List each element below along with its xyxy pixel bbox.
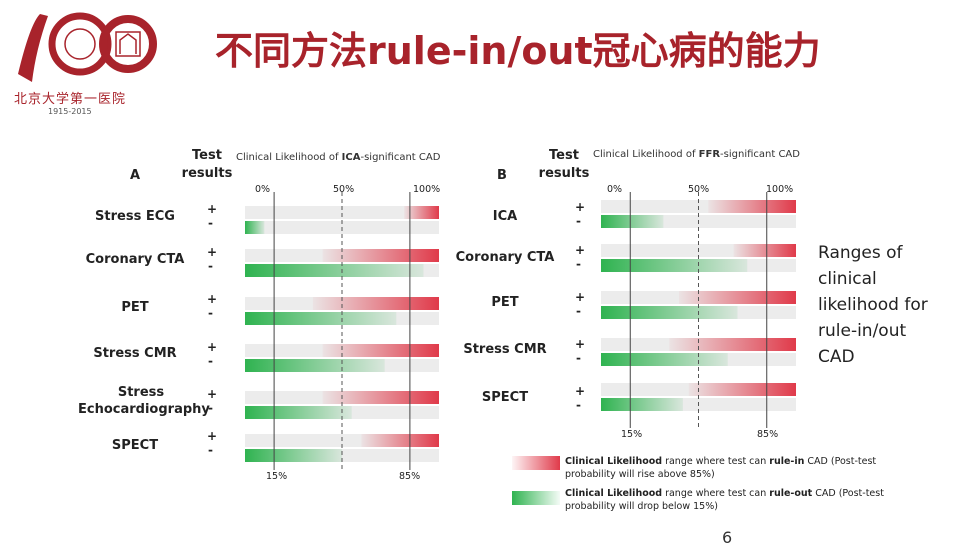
panel-b-plus: + xyxy=(575,243,586,257)
rule-in-bar xyxy=(322,249,439,262)
panel-a-likelihood-label: Clinical Likelihood of ICA-significant C… xyxy=(236,152,441,163)
panel-b-tick-50: 50% xyxy=(688,184,710,195)
rule-out-bar xyxy=(601,306,738,319)
panel-a-minus: - xyxy=(208,354,213,368)
rule-out-bar xyxy=(601,398,683,411)
rule-in-track xyxy=(245,206,439,219)
slide-title: 不同方法rule-in/out冠心病的能力 xyxy=(215,29,821,73)
panel-a-minus: - xyxy=(208,216,213,230)
panel-b-row-label: SPECT xyxy=(481,390,529,405)
panel-a-plus: + xyxy=(207,245,218,259)
rule-in-bar xyxy=(404,206,439,219)
rule-out-bar xyxy=(245,221,265,234)
panel-b-tick-15: 15% xyxy=(621,429,643,440)
panel-a-row-label: PET xyxy=(121,300,149,315)
rule-in-bar xyxy=(322,391,439,404)
panel-b-minus: - xyxy=(576,398,581,412)
logo-text: 北京大学第一医院 xyxy=(14,92,127,107)
panel-a-row-label: Stress ECG xyxy=(95,209,175,224)
panel-a-plus: + xyxy=(207,429,218,443)
panel-b-test-results-header: Test results xyxy=(538,148,590,181)
panel-a-plus: + xyxy=(207,202,218,216)
rule-out-bar xyxy=(245,312,397,325)
panel-b-row-label: ICA xyxy=(492,209,518,224)
panel-b-plus: + xyxy=(575,384,586,398)
panel-a-tick-15: 15% xyxy=(266,471,288,482)
panel-a-minus: - xyxy=(208,259,213,273)
rule-in-bar xyxy=(688,383,796,396)
rule-out-bar xyxy=(601,215,664,228)
panel-a-tick-0: 0% xyxy=(255,184,271,195)
rule-in-bar xyxy=(361,434,439,447)
rule-out-bar xyxy=(245,264,424,277)
panel-a-plus: + xyxy=(207,292,218,306)
hospital-logo xyxy=(10,4,160,124)
panel-b-letter: B xyxy=(497,168,507,183)
rule-in-bar xyxy=(312,297,439,310)
panel-a-tick-50: 50% xyxy=(333,184,355,195)
rule-out-bar xyxy=(245,406,352,419)
panel-b-minus: - xyxy=(576,257,581,271)
panel-b-minus: - xyxy=(576,214,581,228)
side-note: Ranges of clinical likelihood for rule-i… xyxy=(818,243,928,367)
panel-b-row-label: Stress CMR xyxy=(463,342,547,357)
logo-100-mark xyxy=(18,12,157,82)
panel-b-tick-85: 85% xyxy=(757,429,779,440)
panel-a-plus: + xyxy=(207,340,218,354)
legend-rule-out-text: Clinical Likelihood range where test can… xyxy=(565,488,884,512)
panel-b-row-label: PET xyxy=(491,295,519,310)
panel-a-row-label: SPECT xyxy=(111,438,159,453)
panel-a-minus: - xyxy=(208,443,213,457)
panel-a-plus: + xyxy=(207,387,218,401)
panel-b-plus: + xyxy=(575,290,586,304)
panel-a-row-label: Coronary CTA xyxy=(85,252,185,267)
panel-a-row-label: Stress CMR xyxy=(93,346,177,361)
logo-years: 1915-2015 xyxy=(48,107,92,116)
panel-b-row-label: Coronary CTA xyxy=(455,250,555,265)
panel-b-tick-0: 0% xyxy=(607,184,623,195)
panel-a-minus: - xyxy=(208,401,213,415)
panel-a-test-results-header: Test results xyxy=(181,148,233,181)
panel-b-plus: + xyxy=(575,200,586,214)
rule-out-bar xyxy=(245,359,385,372)
rule-in-bar xyxy=(669,338,796,351)
panel-b-plus: + xyxy=(575,337,586,351)
rule-in-bar xyxy=(679,291,796,304)
rule-out-bar xyxy=(245,449,342,462)
panel-a-letter: A xyxy=(130,168,141,183)
panel-b-minus: - xyxy=(576,304,581,318)
panel-b-minus: - xyxy=(576,351,581,365)
page-number: 6 xyxy=(722,528,733,547)
panel-a-row-label: Stress Echocardiography xyxy=(78,385,210,417)
panel-a-tick-100: 100% xyxy=(413,184,441,195)
rule-in-bar xyxy=(708,200,796,213)
rule-in-bar xyxy=(322,344,439,357)
rule-out-bar xyxy=(601,353,728,366)
legend-rule-out-swatch xyxy=(512,491,560,505)
rule-out-bar xyxy=(601,259,748,272)
legend-rule-in-text: Clinical Likelihood range where test can… xyxy=(565,456,877,480)
panel-a-tick-85: 85% xyxy=(399,471,421,482)
panel-b-likelihood-label: Clinical Likelihood of FFR-significant C… xyxy=(593,149,800,160)
panel-b-tick-100: 100% xyxy=(766,184,794,195)
panel-a-minus: - xyxy=(208,306,213,320)
rule-in-bar xyxy=(733,244,796,257)
legend-rule-in-swatch xyxy=(512,456,560,470)
